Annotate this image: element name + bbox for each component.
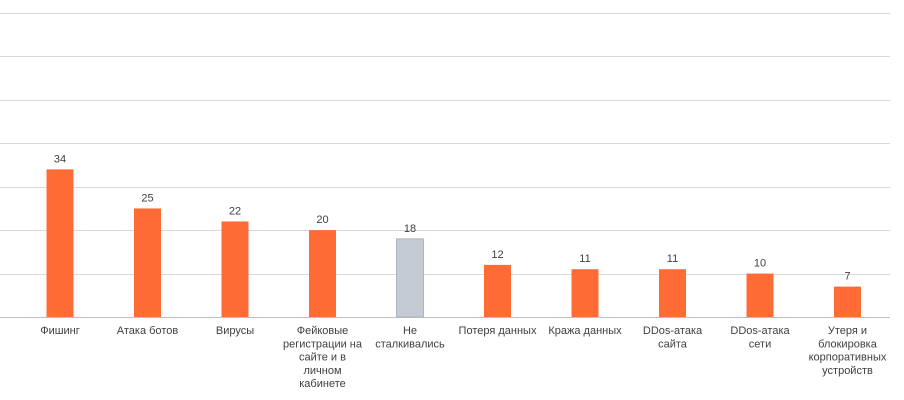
data-label: 22 — [229, 205, 241, 217]
x-tick-label: Фейковые регистрации на сайте и в личном каб… — [283, 325, 363, 390]
x-tick-label: Фишинг — [40, 325, 80, 337]
bar — [396, 238, 424, 318]
bar — [834, 286, 861, 317]
bar — [659, 269, 686, 317]
bar — [221, 221, 249, 317]
data-label: 25 — [141, 192, 153, 204]
gridlines — [0, 13, 890, 318]
bar — [46, 169, 74, 317]
category-labels: Фишинг Атака ботов Вирусы Фейковые регистрац… — [40, 325, 887, 390]
bar — [134, 208, 161, 317]
value-labels: 34 25 22 20 18 12 11 11 10 7 — [54, 153, 851, 282]
data-label: 10 — [754, 258, 766, 270]
x-tick-label: Кража данных — [548, 325, 622, 337]
data-label: 34 — [54, 153, 66, 165]
x-tick-label: DDos-атака сети — [730, 325, 790, 350]
x-tick-label: Утеря и блокировка корпоративных устройств — [809, 325, 887, 377]
data-label: 7 — [844, 271, 850, 283]
data-label: 11 — [667, 253, 678, 265]
x-tick-label: Вирусы — [216, 325, 254, 337]
bars — [46, 169, 861, 318]
bar — [484, 264, 511, 317]
data-label: 12 — [491, 249, 503, 261]
x-tick-label: Потеря данных — [459, 325, 537, 337]
data-label: 11 — [579, 253, 590, 265]
bar — [571, 269, 599, 317]
data-label: 20 — [316, 214, 328, 226]
x-tick-label: Не сталкивались — [375, 325, 445, 350]
x-tick-label: Атака ботов — [117, 325, 179, 337]
bar — [309, 230, 336, 317]
x-tick-label: DDos-атака сайта — [643, 325, 703, 350]
data-label: 18 — [404, 223, 416, 235]
bar — [746, 273, 774, 317]
